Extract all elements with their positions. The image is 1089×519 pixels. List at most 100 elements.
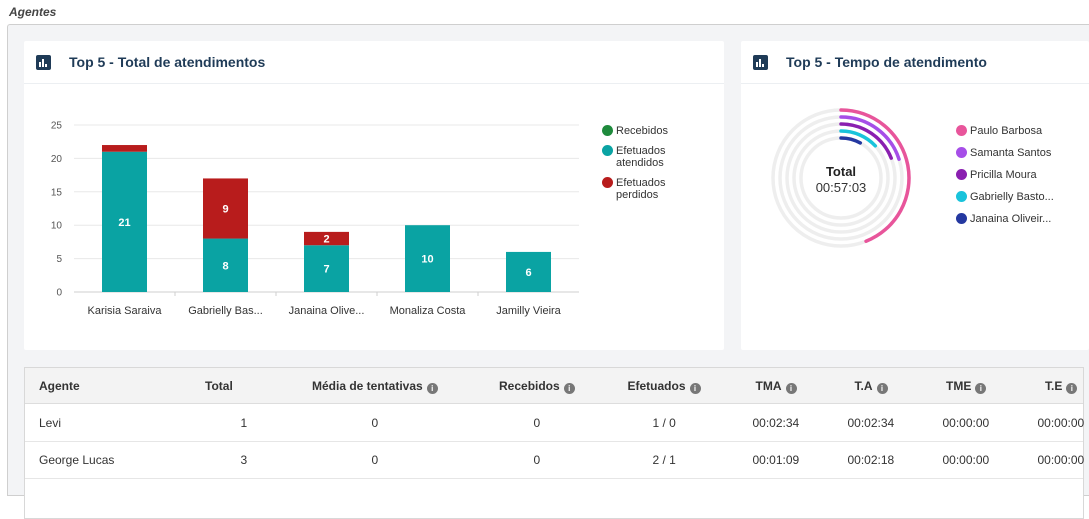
legend-item-efetuados-perdidos[interactable]: Efetuados perdidos	[602, 177, 668, 201]
column-header-total[interactable]: Total	[205, 379, 233, 393]
table-cell-total: 1	[240, 416, 248, 430]
legend-dot	[956, 147, 967, 158]
radial-center-value: 00:57:03	[816, 180, 867, 195]
card-header: Top 5 - Total de atendimentos	[24, 41, 724, 84]
y-tick-label: 10	[51, 221, 63, 232]
table-cell-t-a: 00:02:34	[847, 416, 895, 430]
column-header-label: Efetuados	[627, 379, 686, 393]
column-header-label: TME	[946, 379, 972, 393]
legend-label: Efetuados	[616, 145, 666, 157]
column-header-t-a[interactable]: T.A i	[855, 379, 888, 394]
bar-karisia-saraiva-efetuados-perdidos[interactable]	[102, 145, 147, 152]
bar-karisia-saraiva-efetuados-atendidos[interactable]	[102, 151, 147, 292]
column-header-tme[interactable]: TME i	[946, 379, 987, 394]
bar-gabrielly-bas-efetuados-atendidos[interactable]	[203, 238, 248, 292]
legend-label: Samanta Santos	[970, 147, 1052, 159]
bar-chart: 0 5 10 15 20 25 21 Karisia Saraiva 8 9 Gabrielly B…	[51, 121, 579, 317]
table-cell-tme: 00:00:00	[942, 416, 990, 430]
column-header-label: T.E	[1045, 379, 1063, 393]
legend-item-recebidos[interactable]: Recebidos	[602, 125, 668, 137]
legend-item-efetuados-atendidos[interactable]: Efetuados atendidos	[602, 145, 668, 169]
column-header-t-e[interactable]: T.E i	[1045, 379, 1078, 394]
column-header-m-dia-de-tentativas[interactable]: Média de tentativas i	[312, 379, 438, 394]
table-cell-efetuados: 1 / 0	[652, 416, 676, 430]
legend-item-janaina-oliveir[interactable]: Janaina Oliveir...	[956, 213, 1054, 225]
info-icon[interactable]: i	[785, 383, 797, 394]
y-tick-label: 20	[51, 154, 63, 165]
table-cell-agente: Levi	[39, 416, 62, 430]
column-header-label: Total	[205, 379, 233, 393]
info-icon[interactable]: i	[689, 383, 701, 394]
legend-label: Pricilla Moura	[970, 169, 1037, 181]
x-tick-label: Gabrielly Bas...	[188, 305, 263, 317]
legend-dot	[956, 191, 967, 202]
x-tick-label: Janaina Olive...	[289, 305, 365, 317]
column-header-label: TMA	[755, 379, 782, 393]
legend-dot	[602, 145, 613, 156]
bar-data-label: 21	[118, 217, 130, 229]
legend-label: Efetuados	[616, 177, 666, 189]
bar-data-label: 8	[222, 260, 228, 272]
table-cell-recebidos: 0	[533, 416, 541, 430]
x-tick-label: Jamilly Vieira	[496, 305, 561, 317]
legend-label: Janaina Oliveir...	[970, 213, 1052, 225]
section-title: Agentes	[9, 5, 57, 19]
bar-jamilly-vieira-efetuados-atendidos[interactable]	[506, 251, 551, 292]
legend-item-gabrielly-basto[interactable]: Gabrielly Basto...	[956, 191, 1054, 203]
legend-dot	[956, 125, 967, 136]
bar-data-label: 2	[323, 234, 329, 246]
legend-label: atendidos	[616, 157, 664, 169]
radial-center-label: Total	[826, 164, 856, 179]
table-cell-t-a: 00:02:18	[847, 453, 895, 467]
tempo-atendimento-card: Top 5 - Tempo de atendimento Total 00:57:…	[741, 41, 1089, 350]
radial-bar-janaina-oliveir[interactable]	[839, 136, 863, 145]
radial-bar-paulo-barbosa[interactable]	[839, 108, 911, 243]
legend-item-samanta-santos[interactable]: Samanta Santos	[956, 147, 1054, 159]
bar-monaliza-costa-efetuados-atendidos[interactable]	[405, 225, 450, 292]
bar-data-label: 10	[421, 254, 433, 266]
table-cell-t-e: 00:00:00	[1037, 416, 1085, 430]
info-icon[interactable]: i	[563, 383, 575, 394]
info-icon[interactable]: i	[876, 383, 888, 394]
info-icon[interactable]: i	[975, 383, 987, 394]
legend-dot	[602, 177, 613, 188]
agents-panel: Top 5 - Total de atendimentos 0 5 10 15 20 25…	[7, 24, 1089, 519]
column-header-label: Média de tentativas	[312, 379, 423, 393]
total-atendimentos-card: Top 5 - Total de atendimentos 0 5 10 15 20 25…	[24, 41, 724, 350]
bar-janaina-olive-efetuados-perdidos[interactable]	[304, 231, 349, 246]
bar-chart-icon	[753, 55, 768, 70]
y-tick-label: 5	[56, 254, 62, 265]
table-row[interactable]: Levi 1 0 0 1 / 0 00:02:34 00:02:34 00:00:00 00:0…	[25, 404, 1085, 442]
bar-chart-icon	[36, 55, 51, 70]
radial-bar-pricilla-moura[interactable]	[839, 122, 893, 160]
table-cell-efetuados: 2 / 1	[652, 453, 676, 467]
column-header-label: T.A	[854, 379, 873, 393]
legend-item-paulo-barbosa[interactable]: Paulo Barbosa	[956, 125, 1054, 137]
legend-dot	[956, 213, 967, 224]
legend-label: Gabrielly Basto...	[970, 191, 1054, 203]
legend-dot	[956, 169, 967, 180]
table-cell-m-dia-de-tentativas: 0	[371, 453, 379, 467]
info-icon[interactable]: i	[1066, 383, 1078, 394]
radial-bar-gabrielly-basto[interactable]	[839, 129, 878, 148]
table-cell-tma: 00:02:34	[752, 416, 800, 430]
table-cell-agente: George Lucas	[39, 453, 115, 467]
bar-janaina-olive-efetuados-atendidos[interactable]	[304, 245, 349, 292]
legend-label: Paulo Barbosa	[970, 125, 1043, 137]
bar-data-label: 7	[323, 264, 329, 276]
column-header-recebidos[interactable]: Recebidos i	[499, 379, 575, 394]
bar-gabrielly-bas-efetuados-perdidos[interactable]	[203, 178, 248, 239]
legend-label: Recebidos	[616, 125, 668, 137]
y-tick-label: 0	[56, 288, 62, 299]
column-header-tma[interactable]: TMA i	[756, 379, 797, 394]
table-row[interactable]: George Lucas 3 0 0 2 / 1 00:01:09 00:02:18 00:0…	[25, 441, 1084, 479]
card-header: Top 5 - Tempo de atendimento	[741, 41, 1089, 84]
legend-item-pricilla-moura[interactable]: Pricilla Moura	[956, 169, 1054, 181]
card-title-total-atendimentos: Top 5 - Total de atendimentos	[69, 54, 266, 70]
column-header-efetuados[interactable]: Efetuados i	[628, 379, 701, 394]
info-icon[interactable]: i	[426, 383, 438, 394]
column-header-agente[interactable]: Agente	[39, 379, 80, 393]
radial-bar-samanta-santos[interactable]	[839, 115, 901, 161]
column-header-label: Agente	[39, 379, 80, 393]
